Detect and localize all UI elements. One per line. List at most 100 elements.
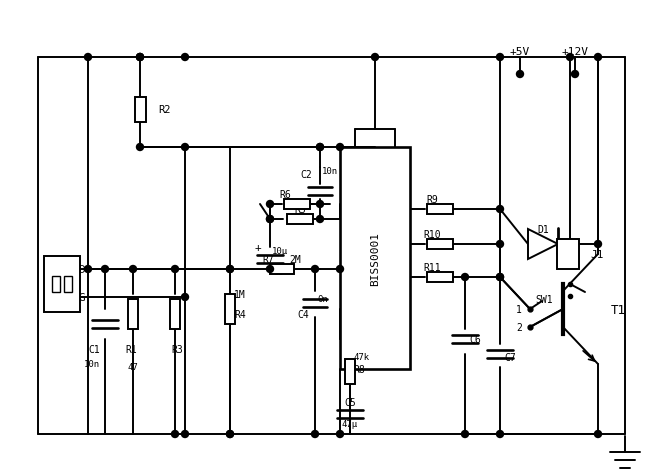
Text: D1: D1	[537, 225, 549, 235]
Circle shape	[517, 71, 523, 79]
Text: R3: R3	[171, 344, 183, 354]
Circle shape	[181, 431, 188, 437]
Circle shape	[496, 274, 503, 281]
Text: +: +	[254, 242, 262, 252]
Circle shape	[266, 216, 273, 223]
Bar	[284, 199, 310, 209]
Circle shape	[136, 54, 144, 61]
Text: R7: R7	[262, 255, 274, 265]
Circle shape	[337, 144, 343, 151]
Text: C1: C1	[88, 344, 100, 354]
Circle shape	[571, 71, 579, 79]
Circle shape	[136, 54, 144, 61]
Circle shape	[316, 144, 324, 151]
Bar	[170, 299, 180, 329]
Circle shape	[461, 431, 469, 437]
Circle shape	[227, 431, 233, 437]
Circle shape	[461, 274, 469, 281]
Circle shape	[101, 266, 109, 273]
Text: C4: C4	[297, 309, 309, 319]
Circle shape	[181, 54, 188, 61]
Text: 47: 47	[128, 363, 138, 372]
Bar	[287, 215, 313, 225]
Text: G: G	[78, 292, 86, 302]
Bar	[427, 239, 453, 249]
Text: 10n: 10n	[84, 360, 100, 369]
Circle shape	[227, 431, 233, 437]
Text: 1M: 1M	[234, 289, 246, 299]
Circle shape	[337, 431, 343, 437]
Text: C7: C7	[504, 352, 516, 362]
Circle shape	[136, 144, 144, 151]
Circle shape	[316, 216, 324, 223]
Text: J1: J1	[590, 249, 604, 259]
Bar	[340, 148, 410, 369]
Text: C3: C3	[272, 267, 284, 277]
Text: 47k: 47k	[353, 353, 369, 362]
Polygon shape	[528, 229, 558, 259]
Bar	[64, 277, 72, 292]
Circle shape	[337, 266, 343, 273]
Circle shape	[594, 241, 602, 248]
Text: R2: R2	[158, 105, 171, 115]
Circle shape	[594, 431, 602, 437]
Text: 2: 2	[516, 322, 522, 332]
Circle shape	[266, 201, 273, 208]
Bar	[134, 97, 146, 122]
Bar	[128, 299, 138, 329]
Circle shape	[496, 54, 503, 61]
Circle shape	[130, 266, 136, 273]
Text: R11: R11	[423, 262, 441, 272]
Text: R4: R4	[234, 309, 246, 319]
Text: C2: C2	[300, 169, 312, 179]
Text: R6: R6	[279, 189, 291, 199]
Circle shape	[496, 206, 503, 213]
Bar	[44, 257, 80, 312]
Text: R9: R9	[426, 195, 438, 205]
Circle shape	[181, 294, 188, 301]
Text: R1: R1	[125, 344, 137, 354]
Circle shape	[171, 431, 179, 437]
Text: R5: R5	[294, 205, 306, 215]
Text: BISS0001: BISS0001	[370, 231, 380, 286]
Circle shape	[84, 54, 92, 61]
Text: +12V: +12V	[561, 47, 588, 57]
Circle shape	[266, 266, 273, 273]
Circle shape	[312, 431, 318, 437]
Text: T1: T1	[610, 303, 625, 316]
Circle shape	[171, 266, 179, 273]
Circle shape	[496, 241, 503, 248]
Circle shape	[496, 274, 503, 281]
Circle shape	[316, 201, 324, 208]
Circle shape	[312, 266, 318, 273]
Circle shape	[84, 266, 92, 273]
Circle shape	[316, 144, 324, 151]
Circle shape	[594, 54, 602, 61]
Text: D: D	[78, 265, 86, 275]
Bar	[427, 205, 453, 215]
Circle shape	[266, 216, 273, 223]
Text: 10μ: 10μ	[272, 247, 288, 256]
Text: 10n: 10n	[322, 167, 338, 176]
Circle shape	[567, 54, 573, 61]
Circle shape	[496, 431, 503, 437]
Bar	[427, 272, 453, 282]
Text: 47μ: 47μ	[342, 420, 358, 428]
Circle shape	[136, 54, 144, 61]
Text: SW1: SW1	[535, 294, 553, 304]
Text: R8: R8	[353, 364, 364, 374]
Text: R10: R10	[423, 229, 441, 239]
Bar	[225, 294, 235, 324]
Bar	[557, 239, 579, 269]
Bar	[270, 265, 294, 275]
Text: +5V: +5V	[510, 47, 530, 57]
Text: 0n: 0n	[317, 295, 328, 304]
Circle shape	[227, 266, 233, 273]
Circle shape	[181, 144, 188, 151]
Bar	[52, 277, 60, 292]
Bar	[345, 359, 355, 384]
Text: 1: 1	[516, 304, 522, 314]
Circle shape	[227, 266, 233, 273]
Text: C5: C5	[344, 397, 356, 407]
Text: C6: C6	[469, 334, 481, 344]
